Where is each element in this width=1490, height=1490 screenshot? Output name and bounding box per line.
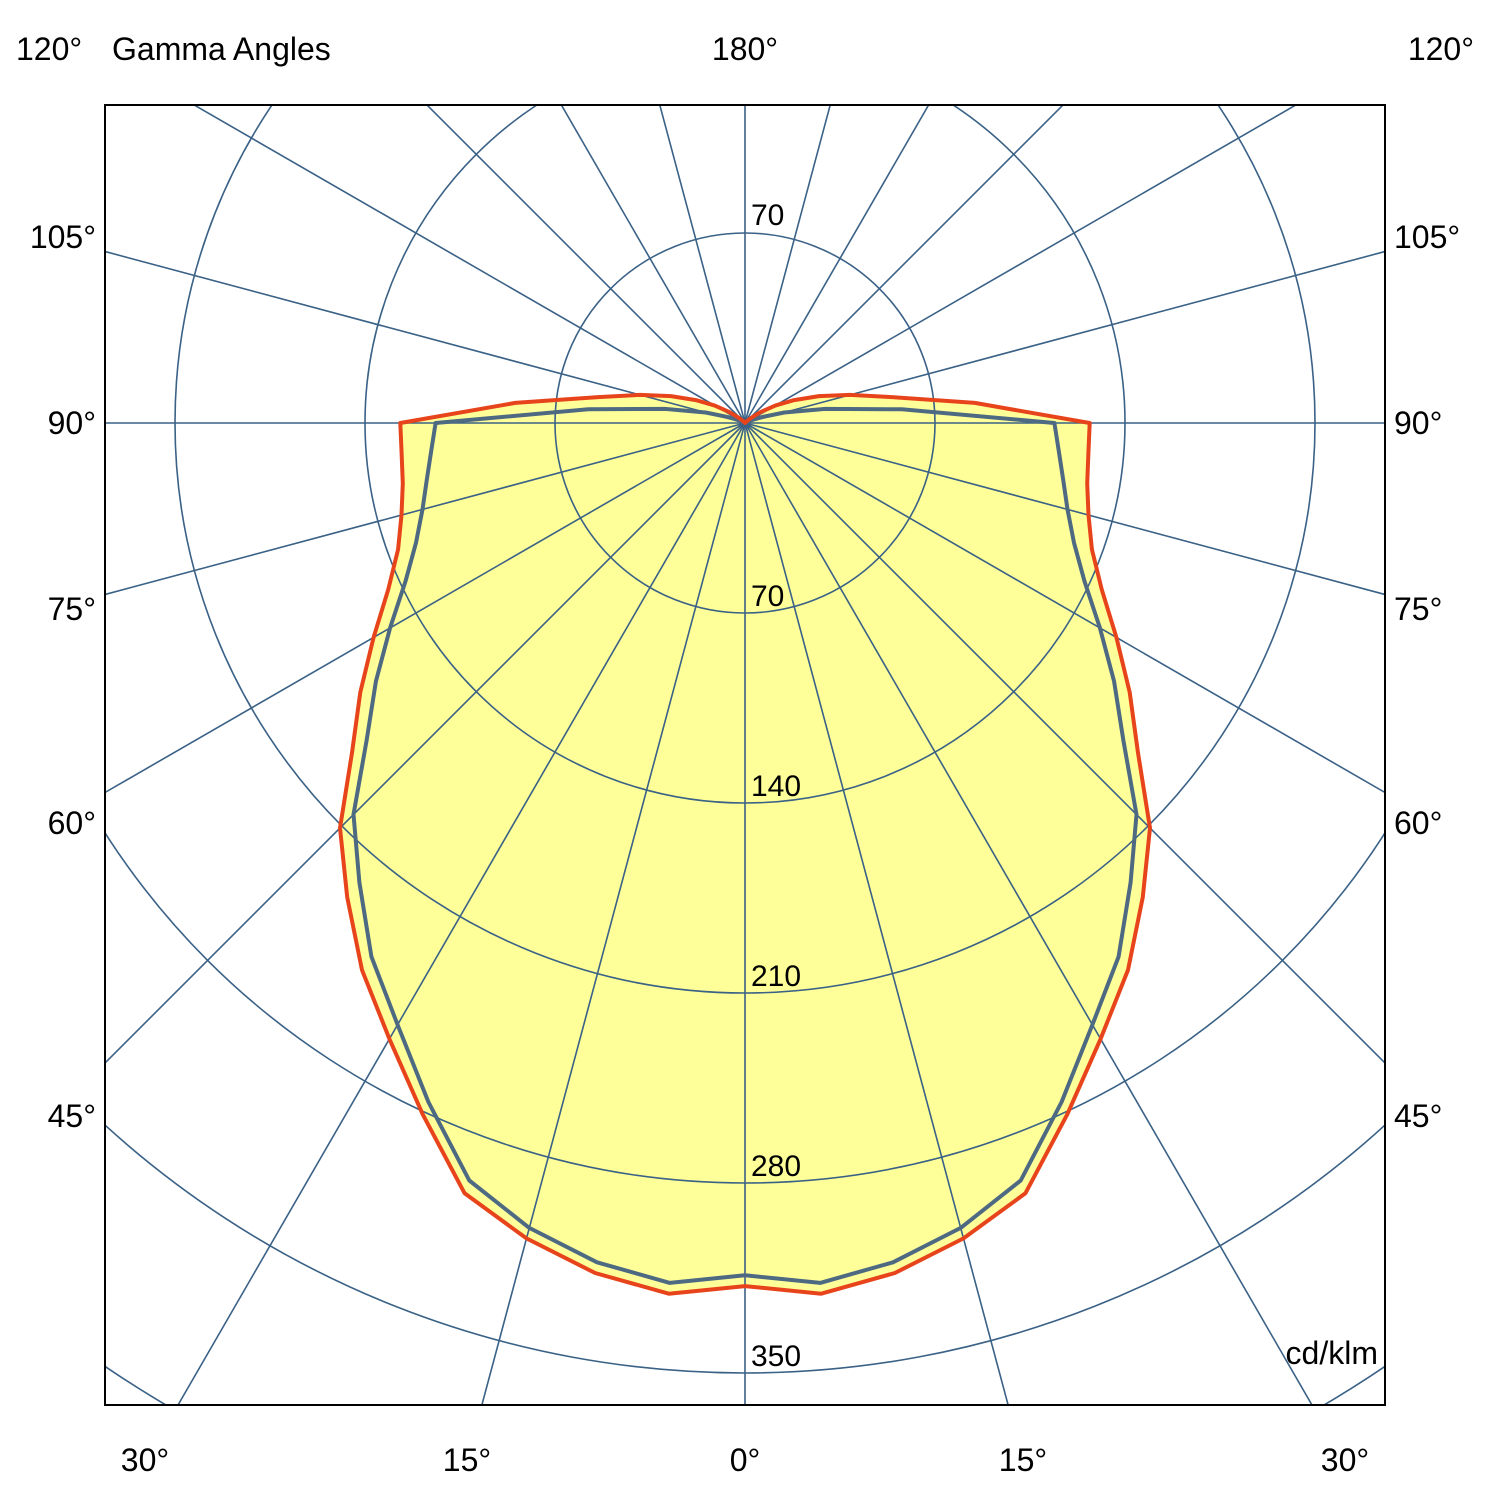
polar-grid-radial xyxy=(744,250,1385,424)
polar-grid-radial xyxy=(744,105,1298,424)
angle-label-right-45: 45° xyxy=(1394,1098,1443,1134)
angle-label-right-60: 60° xyxy=(1394,805,1443,841)
chart-title: Gamma Angles xyxy=(112,31,331,67)
polar-grid-radial xyxy=(744,422,1313,1405)
polar-grid-radial xyxy=(105,422,746,1065)
polar-grid-radial xyxy=(744,422,1385,596)
angle-label-right-105: 105° xyxy=(1394,219,1461,255)
polar-grid-radial xyxy=(744,105,1065,424)
polar-grid-radial xyxy=(105,422,746,596)
polar-grid-radial xyxy=(425,105,746,424)
angle-label-left-60: 60° xyxy=(47,805,96,841)
radial-tick-label: 280 xyxy=(751,1150,801,1183)
radial-tick-label: 210 xyxy=(751,960,801,993)
curve-c0-c180 xyxy=(338,392,1152,1296)
polar-grid-radial xyxy=(744,422,1009,1405)
curve-c90-c270 xyxy=(351,406,1139,1285)
angle-label-bottom-0: 0° xyxy=(729,1442,761,1478)
angle-label-left-90: 90° xyxy=(47,405,96,441)
unit-label: cd/klm xyxy=(1285,1335,1378,1371)
polar-grid-radial xyxy=(105,250,746,424)
angle-label-bottom-15-right: 15° xyxy=(998,1442,1048,1478)
polar-grid-radial xyxy=(481,422,746,1405)
angle-label-left-75: 75° xyxy=(47,591,96,627)
radial-tick-label: 350 xyxy=(751,1340,801,1373)
angle-label-left-45: 45° xyxy=(47,1098,96,1134)
polar-grid-radial xyxy=(177,422,746,1405)
polar-grid-radial xyxy=(744,422,1385,1065)
radial-tick-label-top: 70 xyxy=(751,199,784,232)
polar-grid-radial xyxy=(560,105,746,424)
corner-angle-label-top-right: 120° xyxy=(1407,31,1474,67)
angle-label-bottom-30-right: 30° xyxy=(1320,1442,1370,1478)
polar-grid-radial xyxy=(658,105,746,424)
radial-tick-label: 140 xyxy=(751,770,801,803)
polar-grid-radial xyxy=(192,105,746,424)
polar-grid-radial xyxy=(105,422,746,794)
polar-grid-radial xyxy=(744,105,930,424)
angle-label-180: 180° xyxy=(711,31,779,67)
polar-grid-radial xyxy=(744,105,832,424)
corner-angle-label-top-left: 120° xyxy=(16,31,83,67)
angle-label-bottom-30-left: 30° xyxy=(120,1442,170,1478)
angle-label-left-105: 105° xyxy=(29,219,96,255)
radial-tick-label: 70 xyxy=(751,580,784,613)
angle-label-right-75: 75° xyxy=(1394,591,1443,627)
polar-grid-radial xyxy=(744,422,1385,794)
plot-frame xyxy=(104,104,1386,1406)
angle-label-right-90: 90° xyxy=(1394,405,1443,441)
angle-label-bottom-15-left: 15° xyxy=(442,1442,492,1478)
